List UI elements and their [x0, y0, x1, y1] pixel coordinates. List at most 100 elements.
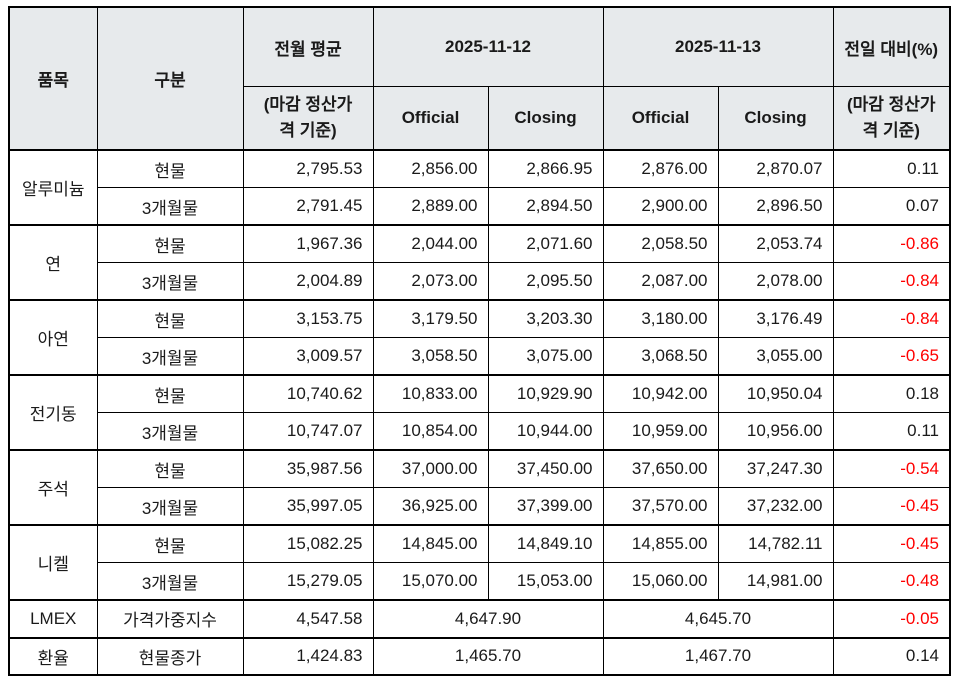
date2-closing-value: 3,055.00 — [717, 337, 834, 376]
category-cell: 3개월물 — [96, 412, 244, 451]
date1-closing-value: 2,095.50 — [487, 262, 604, 301]
prev-avg-value: 1,424.83 — [242, 636, 374, 676]
date1-closing-value: 2,071.60 — [487, 224, 604, 263]
col-header-category: 구분 — [96, 6, 244, 151]
date2-official-value: 2,087.00 — [602, 262, 719, 301]
date2-closing-value: 14,981.00 — [717, 562, 834, 601]
date2-closing-value: 2,896.50 — [717, 187, 834, 226]
date2-official-value: 2,900.00 — [602, 187, 719, 226]
date1-closing-value: 2,894.50 — [487, 187, 604, 226]
date2-closing-value: 2,053.74 — [717, 224, 834, 263]
date1-official-value: 37,000.00 — [372, 449, 489, 488]
category-cell: 3개월물 — [96, 562, 244, 601]
table-row: 주석 현물 35,987.56 37,000.00 37,450.00 37,650.00… — [8, 449, 951, 526]
prev-avg-value: 2,795.53 — [242, 149, 374, 188]
date1-value: 1,465.70 — [372, 636, 604, 676]
prev-avg-value: 3,009.57 — [242, 337, 374, 376]
date2-closing-value: 2,870.07 — [717, 149, 834, 188]
date1-official-value: 2,856.00 — [372, 149, 489, 188]
date2-official-value: 10,942.00 — [602, 374, 719, 413]
date2-official-value: 14,855.00 — [602, 524, 719, 563]
category-cell: 현물 — [96, 224, 244, 263]
lme-price-table: 품목 구분 전월 평균 2025-11-12 2025-11-13 전일 대비(… — [8, 6, 951, 676]
date2-closing-value: 2,078.00 — [717, 262, 834, 301]
date1-closing-value: 10,944.00 — [487, 412, 604, 451]
item-cell: 환율 — [8, 636, 98, 676]
item-cell: 알루미늄 — [8, 149, 98, 226]
table-row: 3개월물 15,279.05 15,070.00 15,053.00 15,060.00… — [9, 562, 951, 601]
date1-official-value: 10,833.00 — [372, 374, 489, 413]
date2-closing-value: 10,950.04 — [717, 374, 834, 413]
date2-official-value: 2,876.00 — [602, 149, 719, 188]
table-row: LMEX 가격가중지수 4,547.58 4,647.90 4,645.70 -0.05 — [8, 599, 951, 638]
date2-value: 4,645.70 — [602, 599, 834, 638]
table-row: 3개월물 2,791.45 2,889.00 2,894.50 2,900.00 2,89… — [9, 187, 951, 226]
prev-avg-value: 2,791.45 — [242, 187, 374, 226]
table-row: 니켈 현물 15,082.25 14,845.00 14,849.10 14,855.00… — [8, 524, 951, 601]
col-subheader-date2-official: Official — [602, 86, 719, 151]
date2-closing-value: 37,232.00 — [717, 487, 834, 526]
table-row: 알루미늄 현물 2,795.53 2,856.00 2,866.95 2,876.00 2,… — [8, 149, 951, 226]
col-header-date2: 2025-11-13 — [602, 6, 834, 87]
item-cell: LMEX — [8, 599, 98, 638]
change-value: -0.84 — [832, 262, 951, 301]
col-header-prev-avg: 전월 평균 — [242, 6, 374, 87]
item-cell: 연 — [8, 224, 98, 301]
change-value: -0.54 — [832, 449, 951, 488]
date1-closing-value: 37,399.00 — [487, 487, 604, 526]
category-cell: 현물 — [96, 524, 244, 563]
category-cell: 현물 — [96, 449, 244, 488]
prev-avg-value: 35,987.56 — [242, 449, 374, 488]
change-value: -0.86 — [832, 224, 951, 263]
date2-closing-value: 14,782.11 — [717, 524, 834, 563]
date2-official-value: 3,180.00 — [602, 299, 719, 338]
col-header-change: 전일 대비(%) — [832, 6, 951, 87]
date2-value: 1,467.70 — [602, 636, 834, 676]
prev-avg-value: 15,279.05 — [242, 562, 374, 601]
prev-avg-value: 10,747.07 — [242, 412, 374, 451]
change-value: 0.14 — [832, 636, 951, 676]
date2-official-value: 2,058.50 — [602, 224, 719, 263]
col-subheader-change-basis: (마감 정산가 격 기준) — [832, 86, 951, 151]
change-value: 0.18 — [832, 374, 951, 413]
date1-official-value: 2,044.00 — [372, 224, 489, 263]
date1-closing-value: 15,053.00 — [487, 562, 604, 601]
table-body: 알루미늄 현물 2,795.53 2,856.00 2,866.95 2,876.00 2,… — [8, 149, 951, 676]
prev-avg-value: 3,153.75 — [242, 299, 374, 338]
category-cell: 가격가중지수 — [96, 599, 244, 638]
table-row: 전기동 현물 10,740.62 10,833.00 10,929.90 10,942.0… — [8, 374, 951, 451]
category-cell: 현물 — [96, 374, 244, 413]
date1-official-value: 10,854.00 — [372, 412, 489, 451]
date1-official-value: 2,073.00 — [372, 262, 489, 301]
date1-value: 4,647.90 — [372, 599, 604, 638]
category-cell: 현물 — [96, 149, 244, 188]
table-row: 3개월물 2,004.89 2,073.00 2,095.50 2,087.00 2,07… — [9, 262, 951, 301]
prev-avg-value: 1,967.36 — [242, 224, 374, 263]
item-cell: 니켈 — [8, 524, 98, 601]
item-cell: 전기동 — [8, 374, 98, 451]
date2-closing-value: 10,956.00 — [717, 412, 834, 451]
date1-closing-value: 14,849.10 — [487, 524, 604, 563]
col-subheader-prev-avg-basis: (마감 정산가 격 기준) — [242, 86, 374, 151]
date2-closing-value: 37,247.30 — [717, 449, 834, 488]
prev-avg-value: 2,004.89 — [242, 262, 374, 301]
col-subheader-date1-official: Official — [372, 86, 489, 151]
date1-official-value: 14,845.00 — [372, 524, 489, 563]
item-cell: 아연 — [8, 299, 98, 376]
date2-official-value: 3,068.50 — [602, 337, 719, 376]
prev-avg-value: 15,082.25 — [242, 524, 374, 563]
change-value: -0.05 — [832, 599, 951, 638]
date1-closing-value: 2,866.95 — [487, 149, 604, 188]
date1-official-value: 2,889.00 — [372, 187, 489, 226]
change-value: -0.45 — [832, 487, 951, 526]
table-header: 품목 구분 전월 평균 2025-11-12 2025-11-13 전일 대비(… — [8, 6, 951, 151]
date1-closing-value: 3,075.00 — [487, 337, 604, 376]
prev-avg-value: 4,547.58 — [242, 599, 374, 638]
date2-closing-value: 3,176.49 — [717, 299, 834, 338]
col-header-date1: 2025-11-12 — [372, 6, 604, 87]
category-cell: 3개월물 — [96, 337, 244, 376]
table-row: 3개월물 10,747.07 10,854.00 10,944.00 10,959.00… — [9, 412, 951, 451]
date2-official-value: 37,650.00 — [602, 449, 719, 488]
col-subheader-date1-closing: Closing — [487, 86, 604, 151]
col-header-item: 품목 — [8, 6, 98, 151]
